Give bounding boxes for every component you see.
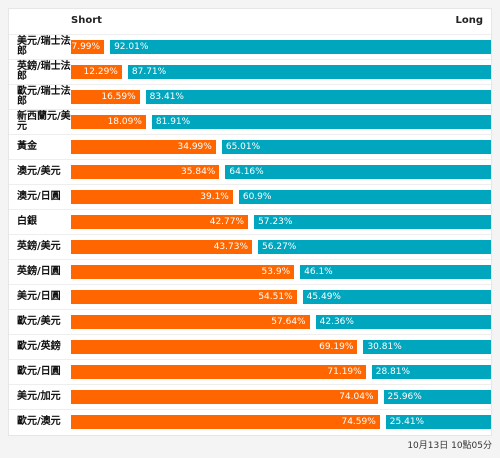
- long-bar: 46.1%: [300, 265, 491, 279]
- category-label: 黃金: [17, 141, 37, 152]
- long-bar: 57.23%: [254, 215, 491, 229]
- long-bar: 65.01%: [221, 140, 491, 154]
- category-label: 新西蘭元/美元: [17, 111, 71, 132]
- chart-row: 白銀 42.77% 57.23%: [9, 209, 493, 234]
- short-bar: 54.51%: [71, 290, 297, 304]
- short-bar: 42.77%: [71, 215, 249, 229]
- chart-row: 澳元/日圓 39.1% 60.9%: [9, 184, 493, 209]
- short-bar: 74.04%: [71, 390, 378, 404]
- long-bar: 45.49%: [302, 290, 491, 304]
- category-label: 英鎊/美元: [17, 241, 61, 252]
- short-bar: 43.73%: [71, 240, 253, 254]
- long-column-header: Long: [455, 15, 483, 26]
- chart-row: 歐元/美元 57.64% 42.36%: [9, 309, 493, 334]
- category-label: 美元/加元: [17, 391, 61, 402]
- chart-row: 歐元/日圓 71.19% 28.81%: [9, 359, 493, 384]
- short-bar: 16.59%: [71, 90, 140, 104]
- chart-row: 歐元/澳元 74.59% 25.41%: [9, 409, 493, 434]
- long-bar: 87.71%: [127, 65, 491, 79]
- chart-row: 歐元/瑞士法郎 16.59% 83.41%: [9, 84, 493, 109]
- short-bar: 71.19%: [71, 365, 366, 379]
- category-label: 歐元/日圓: [17, 366, 61, 377]
- long-bar: 30.81%: [363, 340, 491, 354]
- long-bar: 25.41%: [385, 415, 491, 429]
- short-bar: 35.84%: [71, 165, 220, 179]
- category-label: 歐元/瑞士法郎: [17, 86, 71, 107]
- short-bar: 18.09%: [71, 115, 146, 129]
- short-bar: 53.9%: [71, 265, 295, 279]
- short-column-header: Short: [71, 15, 102, 26]
- short-bar: 7.99%: [71, 40, 105, 54]
- chart-row: 美元/加元 74.04% 25.96%: [9, 384, 493, 409]
- category-label: 歐元/英鎊: [17, 341, 61, 352]
- chart-row: 歐元/英鎊 69.19% 30.81%: [9, 334, 493, 359]
- long-bar: 92.01%: [110, 40, 491, 54]
- category-label: 澳元/美元: [17, 166, 61, 177]
- long-bar: 28.81%: [371, 365, 491, 379]
- category-label: 澳元/日圓: [17, 191, 61, 202]
- chart-row: 澳元/美元 35.84% 64.16%: [9, 159, 493, 184]
- category-label: 歐元/美元: [17, 316, 61, 327]
- long-bar: 83.41%: [145, 90, 491, 104]
- category-label: 美元/瑞士法郎: [17, 36, 71, 57]
- update-timestamp: 10月13日 10點05分: [407, 441, 492, 451]
- chart-row: 英鎊/美元 43.73% 56.27%: [9, 234, 493, 259]
- short-bar: 39.1%: [71, 190, 233, 204]
- long-bar: 60.9%: [238, 190, 491, 204]
- long-bar: 64.16%: [225, 165, 491, 179]
- category-label: 英鎊/瑞士法郎: [17, 61, 71, 82]
- short-bar: 12.29%: [71, 65, 122, 79]
- category-label: 美元/日圓: [17, 291, 61, 302]
- chart-row: 英鎊/日圓 53.9% 46.1%: [9, 259, 493, 284]
- short-bar: 57.64%: [71, 315, 310, 329]
- category-label: 英鎊/日圓: [17, 266, 61, 277]
- category-label: 白銀: [17, 216, 37, 227]
- long-bar: 42.36%: [315, 315, 491, 329]
- chart-row: 英鎊/瑞士法郎 12.29% 87.71%: [9, 59, 493, 84]
- sentiment-chart-panel: Short Long 美元/瑞士法郎 7.99% 92.01% 英鎊/瑞士法郎 12.2…: [8, 8, 493, 436]
- long-bar: 81.91%: [151, 115, 491, 129]
- chart-row: 黃金 34.99% 65.01%: [9, 134, 493, 159]
- category-label: 歐元/澳元: [17, 416, 61, 427]
- long-bar: 56.27%: [258, 240, 491, 254]
- chart-row: 新西蘭元/美元 18.09% 81.91%: [9, 109, 493, 134]
- short-bar: 74.59%: [71, 415, 380, 429]
- chart-row: 美元/日圓 54.51% 45.49%: [9, 284, 493, 309]
- long-bar: 25.96%: [383, 390, 491, 404]
- short-bar: 69.19%: [71, 340, 358, 354]
- short-bar: 34.99%: [71, 140, 216, 154]
- chart-row: 美元/瑞士法郎 7.99% 92.01%: [9, 34, 493, 59]
